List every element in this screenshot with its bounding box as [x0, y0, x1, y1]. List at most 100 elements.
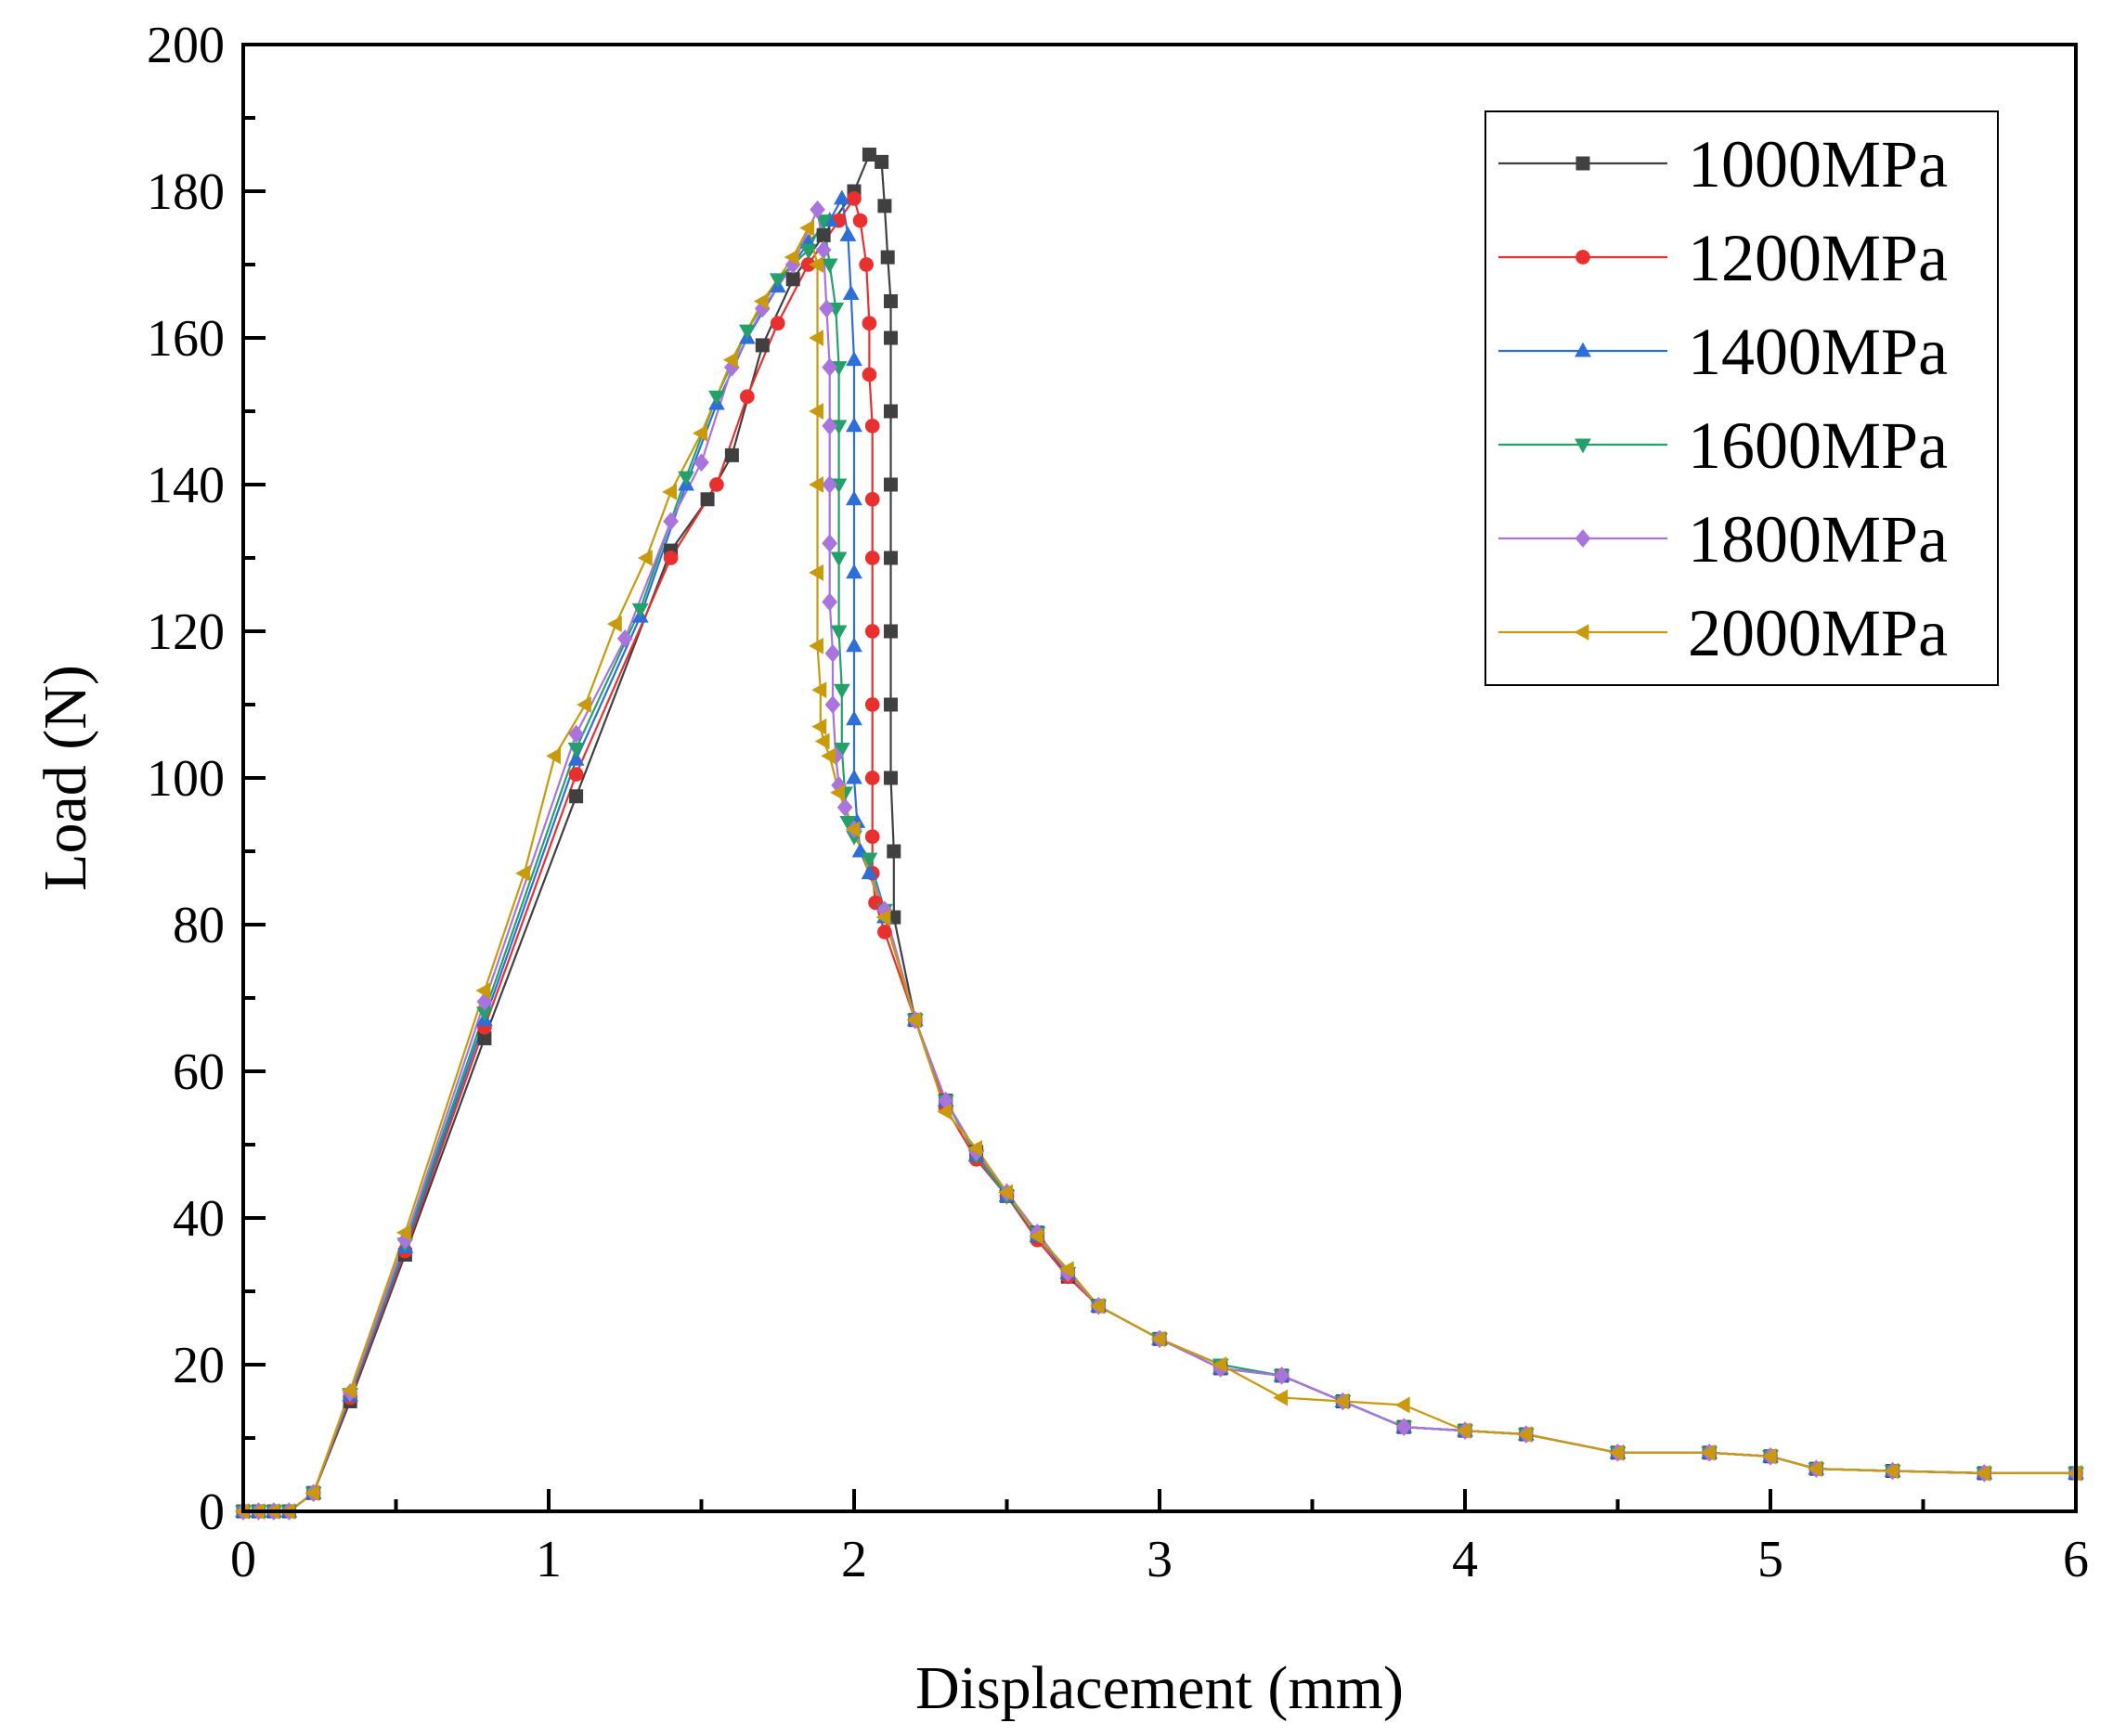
data-point-1800mpa — [822, 475, 838, 494]
data-point-2000mpa — [830, 784, 845, 801]
y-tick-label: 20 — [173, 1337, 225, 1394]
y-tick-label: 180 — [147, 163, 225, 221]
data-point-2000mpa — [606, 615, 622, 633]
legend-marker — [1575, 250, 1590, 265]
data-point-2000mpa — [809, 403, 823, 420]
data-point-2000mpa — [1273, 1389, 1289, 1406]
data-point-2000mpa — [809, 476, 823, 493]
data-point-1200mpa — [864, 491, 880, 507]
y-tick-label: 40 — [173, 1190, 225, 1248]
data-point-1400mpa — [839, 226, 857, 241]
legend-label: 1800MPa — [1688, 502, 1948, 577]
y-axis-title: Load (N) — [32, 665, 99, 891]
data-point-2000mpa — [1807, 1460, 1822, 1478]
y-tick-label: 0 — [199, 1483, 225, 1541]
data-point-2000mpa — [1394, 1396, 1410, 1414]
data-point-2000mpa — [1150, 1330, 1166, 1348]
legend-label: 2000MPa — [1688, 596, 1948, 670]
legend-box — [1484, 110, 1999, 686]
data-point-1000mpa — [569, 789, 584, 804]
data-point-1400mpa — [846, 564, 862, 579]
data-point-1800mpa — [824, 695, 841, 714]
data-point-2000mpa — [637, 550, 653, 566]
data-point-1400mpa — [846, 417, 862, 433]
data-point-1000mpa — [816, 227, 831, 242]
data-point-1600mpa — [799, 243, 817, 259]
legend-label: 1200MPa — [1688, 221, 1948, 295]
data-point-2000mpa — [811, 681, 827, 699]
data-point-1800mpa — [822, 416, 838, 435]
x-axis-title: Displacement (mm) — [915, 1654, 1404, 1722]
data-point-1200mpa — [862, 367, 877, 382]
data-point-1000mpa — [883, 294, 898, 308]
data-point-1000mpa — [755, 338, 770, 353]
data-point-1800mpa — [822, 357, 838, 377]
data-point-1200mpa — [847, 191, 862, 206]
data-point-1600mpa — [738, 324, 756, 340]
data-point-1000mpa — [880, 250, 895, 265]
data-point-2000mpa — [1456, 1422, 1471, 1440]
data-point-1000mpa — [883, 330, 898, 345]
data-point-1800mpa — [822, 592, 838, 612]
legend: 1000MPa 1200MPa 1400MPa 1600MPa 1800MPa 2000M… — [1484, 110, 1999, 686]
legend-marker — [1575, 156, 1590, 171]
data-point-1600mpa — [830, 625, 848, 641]
data-point-1800mpa — [815, 240, 832, 260]
data-point-1000mpa — [877, 199, 892, 214]
data-point-2000mpa — [305, 1484, 320, 1502]
data-point-1200mpa — [862, 316, 877, 331]
data-point-1400mpa — [861, 864, 878, 880]
data-point-1400mpa — [846, 351, 862, 367]
data-point-1800mpa — [663, 512, 679, 531]
data-point-1600mpa — [678, 471, 694, 486]
data-point-2000mpa — [967, 1140, 983, 1157]
data-point-2000mpa — [515, 864, 531, 882]
data-point-1400mpa — [846, 490, 862, 506]
data-point-1200mpa — [864, 624, 880, 639]
data-point-2000mpa — [1700, 1444, 1716, 1461]
legend-label: 1000MPa — [1688, 127, 1948, 201]
data-point-1200mpa — [663, 551, 679, 565]
x-tick-label: 4 — [1452, 1531, 1478, 1588]
legend-marker — [1574, 624, 1589, 641]
data-point-2000mpa — [937, 1103, 953, 1121]
x-tick-label: 2 — [841, 1531, 867, 1588]
data-point-1400mpa — [846, 637, 862, 653]
data-point-1800mpa — [819, 299, 835, 318]
legend-marker — [1575, 529, 1591, 548]
data-point-1000mpa — [883, 404, 898, 419]
data-point-1800mpa — [694, 453, 709, 473]
data-point-1000mpa — [883, 697, 898, 712]
y-tick-label: 160 — [147, 310, 225, 368]
data-point-1200mpa — [864, 551, 880, 565]
legend-label: 1600MPa — [1688, 408, 1948, 483]
data-point-1000mpa — [862, 148, 876, 162]
data-point-2000mpa — [395, 1224, 411, 1241]
data-point-2000mpa — [341, 1381, 356, 1399]
x-axis: 0 1 2 3 4 5 6 — [230, 1489, 2089, 1588]
data-point-1600mpa — [815, 214, 833, 230]
data-point-1000mpa — [724, 447, 739, 462]
data-point-2000mpa — [577, 696, 591, 713]
y-tick-label: 140 — [147, 457, 225, 514]
data-point-1600mpa — [821, 258, 838, 274]
data-point-2000mpa — [906, 1011, 922, 1029]
legend-item-2000mpa: 2000MPa — [1498, 596, 1948, 670]
data-point-1800mpa — [616, 629, 633, 648]
data-point-2000mpa — [814, 732, 830, 750]
data-point-1200mpa — [864, 771, 880, 785]
data-point-2000mpa — [546, 747, 562, 765]
data-point-1800mpa — [822, 534, 838, 553]
data-point-1400mpa — [842, 285, 860, 301]
data-point-1000mpa — [883, 477, 898, 492]
data-point-1000mpa — [883, 624, 898, 639]
legend-marker — [1575, 342, 1591, 357]
data-point-2000mpa — [809, 330, 823, 346]
data-point-2000mpa — [693, 424, 707, 442]
y-axis: 0 20 40 60 80 100 120 140 160 180 200 — [147, 17, 266, 1541]
data-point-2000mpa — [784, 249, 799, 266]
data-point-2000mpa — [722, 351, 738, 369]
legend-item-1400mpa: 1400MPa — [1498, 315, 1948, 389]
data-point-1000mpa — [875, 154, 889, 169]
